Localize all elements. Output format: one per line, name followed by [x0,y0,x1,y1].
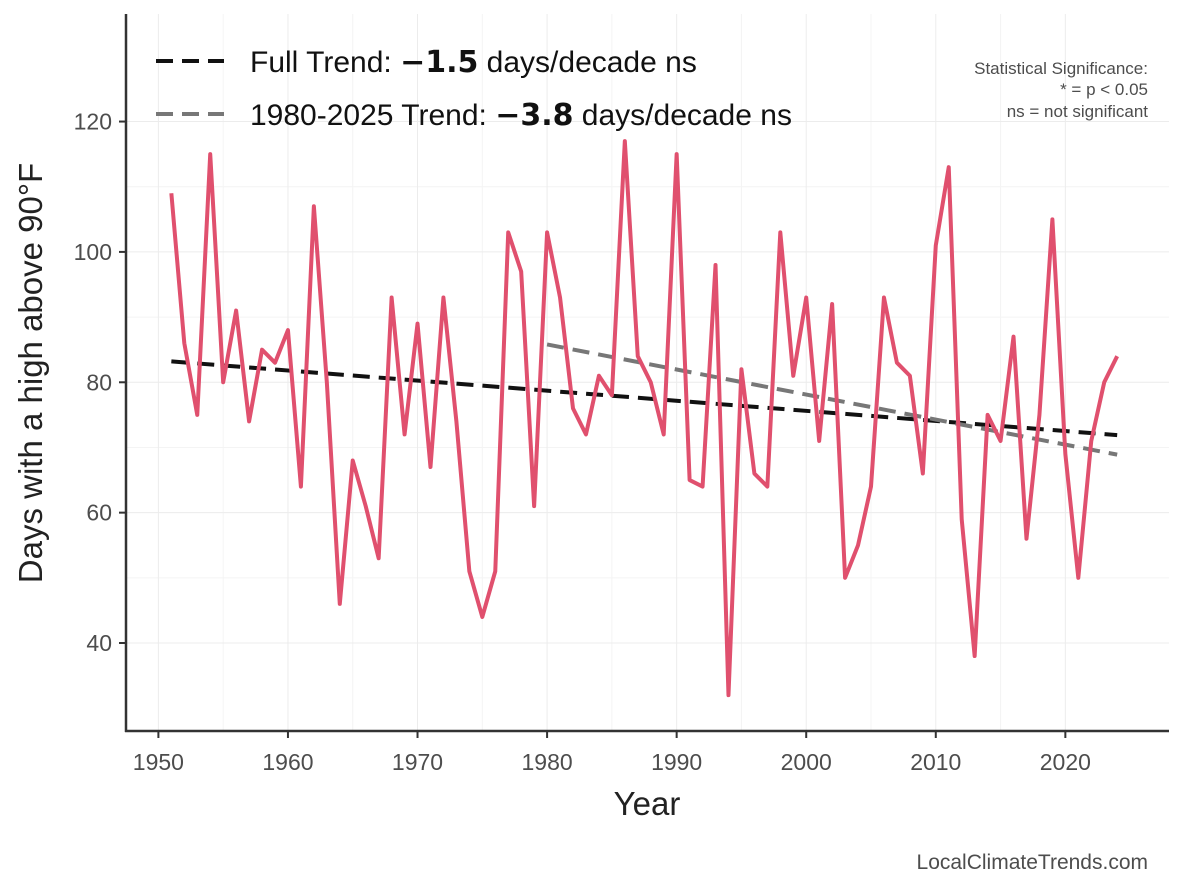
legend-label-full-trend: Full Trend: −1.5 days/decade ns [250,45,697,80]
x-tick-label: 2000 [781,749,832,775]
x-tick-label: 2010 [910,749,961,775]
x-tick-label: 2020 [1040,749,1091,775]
x-axis-title: Year [614,785,681,822]
y-axis-title: Days with a high above 90°F [12,163,49,583]
y-tick-label: 60 [86,500,112,526]
significance-title: Statistical Significance: [974,59,1148,78]
x-tick-label: 1990 [651,749,702,775]
legend-full-trend-value: −1.5 [400,45,478,80]
credit-text: LocalClimateTrends.com [917,851,1148,874]
legend-1980-trend-suffix: days/decade ns [573,99,791,132]
significance-note: Statistical Significance: * = p < 0.05 n… [974,59,1148,121]
significance-line-2: ns = not significant [1007,102,1149,121]
legend-full-trend-suffix: days/decade ns [478,46,696,79]
legend: Full Trend: −1.5 days/decade ns 1980-202… [156,45,792,133]
y-tick-label: 80 [86,369,112,395]
legend-label-1980-trend: 1980-2025 Trend: −3.8 days/decade ns [250,98,792,133]
x-tick-label: 1950 [133,749,184,775]
trend-lines [171,342,1118,457]
legend-full-trend-prefix: Full Trend: [250,46,400,79]
axes [124,14,1169,733]
significance-line-1: * = p < 0.05 [1060,80,1148,99]
x-tick-label: 1980 [522,749,573,775]
legend-1980-trend-value: −3.8 [495,98,573,133]
y-tick-label: 100 [74,239,112,265]
days-above-90-line [169,139,1119,698]
trend-1980-2025-line [546,342,1118,457]
legend-1980-trend-prefix: 1980-2025 Trend: [250,99,495,132]
x-tick-label: 1960 [262,749,313,775]
series-lines [169,139,1119,698]
ticks: 1950 1960 1970 1980 1990 2000 2010 2020 40 60 80 10… [74,109,1091,775]
y-tick-label: 120 [74,109,112,135]
x-tick-label: 1970 [392,749,443,775]
y-tick-label: 40 [86,630,112,656]
